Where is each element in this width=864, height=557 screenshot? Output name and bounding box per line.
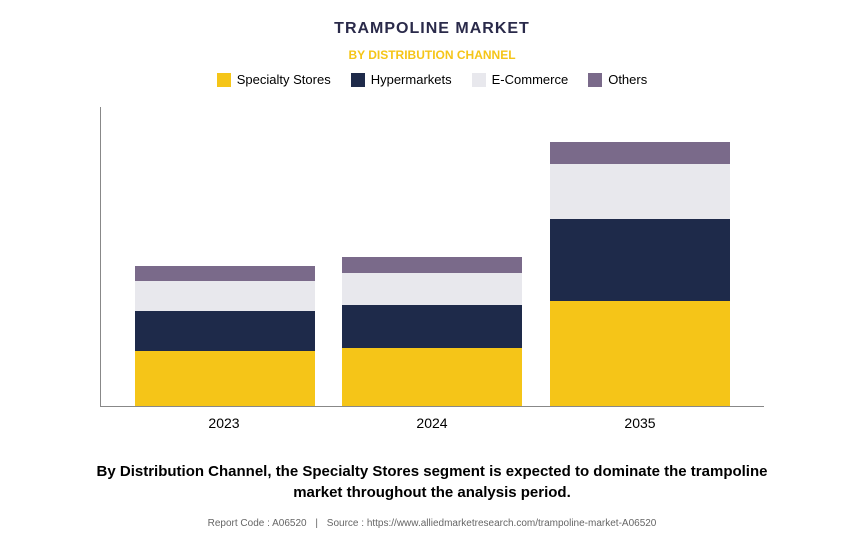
bar-segment-ecommerce	[342, 273, 522, 305]
report-code: A06520	[272, 518, 306, 529]
legend-label: Specialty Stores	[237, 72, 331, 87]
legend-item: Others	[588, 72, 647, 87]
chart-subtitle: BY DISTRIBUTION CHANNEL	[40, 48, 824, 62]
chart-caption: By Distribution Channel, the Specialty S…	[80, 461, 784, 503]
legend-swatch	[351, 73, 365, 87]
legend-swatch	[588, 73, 602, 87]
stacked-bar	[342, 257, 522, 406]
stacked-bar	[135, 266, 315, 406]
bar-segment-specialty	[550, 301, 730, 406]
bar-group	[550, 107, 730, 406]
stacked-bar	[550, 142, 730, 406]
legend: Specialty Stores Hypermarkets E-Commerce…	[40, 72, 824, 87]
bar-segment-ecommerce	[135, 281, 315, 311]
x-axis-labels: 2023 2024 2035	[100, 415, 764, 431]
bar-segment-hypermarkets	[135, 311, 315, 351]
legend-swatch	[217, 73, 231, 87]
chart-plot-area	[100, 107, 764, 407]
bar-segment-others	[342, 257, 522, 273]
chart-footer: Report Code : A06520 | Source : https://…	[40, 518, 824, 529]
footer-separator: |	[315, 518, 318, 529]
bar-group	[342, 107, 522, 406]
bar-segment-specialty	[135, 351, 315, 406]
legend-swatch	[472, 73, 486, 87]
source-label: Source :	[327, 518, 364, 529]
bar-segment-hypermarkets	[342, 305, 522, 348]
x-label: 2024	[342, 415, 522, 431]
source-url: https://www.alliedmarketresearch.com/tra…	[367, 518, 657, 529]
bar-segment-ecommerce	[550, 164, 730, 219]
legend-item: E-Commerce	[472, 72, 569, 87]
bar-segment-others	[550, 142, 730, 164]
chart-title: TRAMPOLINE MARKET	[40, 20, 824, 38]
report-code-label: Report Code :	[208, 518, 270, 529]
bars-row	[101, 107, 764, 406]
bar-group	[135, 107, 315, 406]
bar-segment-hypermarkets	[550, 219, 730, 301]
legend-label: Others	[608, 72, 647, 87]
legend-item: Specialty Stores	[217, 72, 331, 87]
legend-item: Hypermarkets	[351, 72, 452, 87]
x-label: 2023	[134, 415, 314, 431]
chart-container: TRAMPOLINE MARKET BY DISTRIBUTION CHANNE…	[0, 0, 864, 557]
legend-label: E-Commerce	[492, 72, 569, 87]
x-label: 2035	[550, 415, 730, 431]
legend-label: Hypermarkets	[371, 72, 452, 87]
bar-segment-specialty	[342, 348, 522, 406]
bar-segment-others	[135, 266, 315, 281]
